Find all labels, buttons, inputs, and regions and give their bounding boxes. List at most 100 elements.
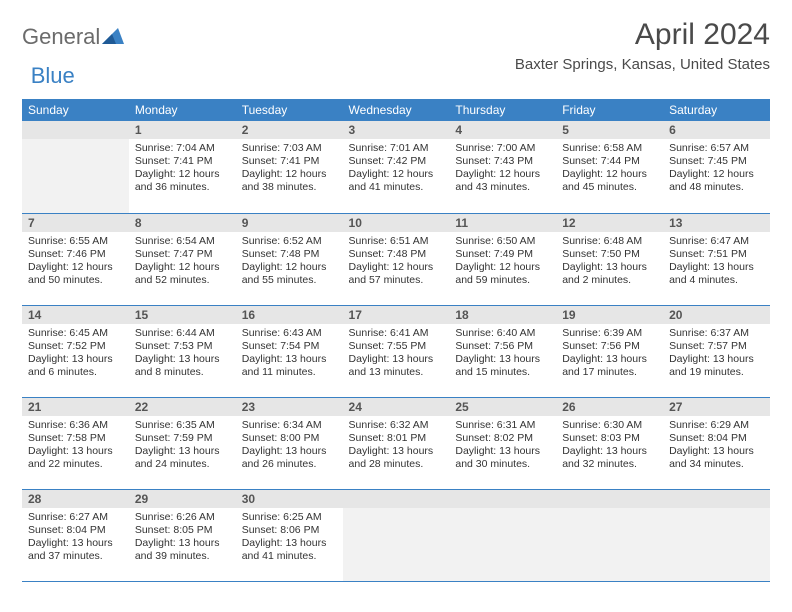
daylight1-text: Daylight: 13 hours — [562, 445, 657, 458]
cell-body — [343, 508, 450, 513]
cell-body: Sunrise: 6:31 AMSunset: 8:02 PMDaylight:… — [449, 416, 556, 474]
calendar-cell: 27Sunrise: 6:29 AMSunset: 8:04 PMDayligh… — [663, 397, 770, 489]
weekday-header: Tuesday — [236, 99, 343, 121]
day-number: 3 — [343, 121, 450, 139]
sunset-text: Sunset: 7:57 PM — [669, 340, 764, 353]
day-number: 26 — [556, 398, 663, 416]
daylight2-text: and 59 minutes. — [455, 274, 550, 287]
sunrise-text: Sunrise: 6:58 AM — [562, 142, 657, 155]
daylight2-text: and 50 minutes. — [28, 274, 123, 287]
daylight1-text: Daylight: 13 hours — [349, 445, 444, 458]
weekday-header-row: Sunday Monday Tuesday Wednesday Thursday… — [22, 99, 770, 121]
day-number: 19 — [556, 306, 663, 324]
daylight1-text: Daylight: 12 hours — [349, 261, 444, 274]
daylight2-text: and 28 minutes. — [349, 458, 444, 471]
cell-body: Sunrise: 6:48 AMSunset: 7:50 PMDaylight:… — [556, 232, 663, 290]
day-number: 20 — [663, 306, 770, 324]
day-number: 16 — [236, 306, 343, 324]
cell-body — [449, 508, 556, 513]
daylight2-text: and 15 minutes. — [455, 366, 550, 379]
day-number — [663, 490, 770, 508]
day-number: 18 — [449, 306, 556, 324]
cell-body: Sunrise: 6:41 AMSunset: 7:55 PMDaylight:… — [343, 324, 450, 382]
sunrise-text: Sunrise: 6:55 AM — [28, 235, 123, 248]
cell-body: Sunrise: 6:43 AMSunset: 7:54 PMDaylight:… — [236, 324, 343, 382]
daylight1-text: Daylight: 13 hours — [135, 445, 230, 458]
sunrise-text: Sunrise: 6:50 AM — [455, 235, 550, 248]
calendar-cell: 7Sunrise: 6:55 AMSunset: 7:46 PMDaylight… — [22, 213, 129, 305]
weekday-header: Friday — [556, 99, 663, 121]
cell-body — [663, 508, 770, 513]
daylight1-text: Daylight: 12 hours — [455, 168, 550, 181]
cell-body: Sunrise: 6:36 AMSunset: 7:58 PMDaylight:… — [22, 416, 129, 474]
calendar-table: Sunday Monday Tuesday Wednesday Thursday… — [22, 99, 770, 582]
daylight2-text: and 24 minutes. — [135, 458, 230, 471]
sunrise-text: Sunrise: 6:47 AM — [669, 235, 764, 248]
calendar-cell: 28Sunrise: 6:27 AMSunset: 8:04 PMDayligh… — [22, 489, 129, 581]
day-number: 5 — [556, 121, 663, 139]
day-number: 11 — [449, 214, 556, 232]
month-title: April 2024 — [515, 18, 770, 52]
daylight1-text: Daylight: 13 hours — [28, 353, 123, 366]
daylight1-text: Daylight: 13 hours — [135, 353, 230, 366]
calendar-cell: 12Sunrise: 6:48 AMSunset: 7:50 PMDayligh… — [556, 213, 663, 305]
sunset-text: Sunset: 7:56 PM — [455, 340, 550, 353]
daylight2-text: and 11 minutes. — [242, 366, 337, 379]
calendar-cell: 22Sunrise: 6:35 AMSunset: 7:59 PMDayligh… — [129, 397, 236, 489]
sunset-text: Sunset: 8:04 PM — [28, 524, 123, 537]
daylight1-text: Daylight: 12 hours — [28, 261, 123, 274]
day-number: 15 — [129, 306, 236, 324]
sunrise-text: Sunrise: 6:27 AM — [28, 511, 123, 524]
calendar-cell: 14 Sunrise: 6:45 AMSunset: 7:52 PMDayligh… — [22, 305, 129, 397]
sunrise-text: Sunrise: 6:52 AM — [242, 235, 337, 248]
daylight1-text: Daylight: 13 hours — [562, 261, 657, 274]
sunrise-text: Sunrise: 6:45 AM — [28, 327, 123, 340]
cell-body: Sunrise: 6:47 AMSunset: 7:51 PMDaylight:… — [663, 232, 770, 290]
daylight1-text: Daylight: 13 hours — [28, 445, 123, 458]
cell-body: Sunrise: 6:39 AMSunset: 7:56 PMDaylight:… — [556, 324, 663, 382]
day-number: 14 — [22, 306, 129, 324]
sunset-text: Sunset: 8:00 PM — [242, 432, 337, 445]
calendar-cell: 4Sunrise: 7:00 AMSunset: 7:43 PMDaylight… — [449, 121, 556, 213]
cell-body: Sunrise: 6:26 AMSunset: 8:05 PMDaylight:… — [129, 508, 236, 566]
cell-body: Sunrise: 6:30 AMSunset: 8:03 PMDaylight:… — [556, 416, 663, 474]
calendar-week-row: 21Sunrise: 6:36 AMSunset: 7:58 PMDayligh… — [22, 397, 770, 489]
daylight2-text: and 17 minutes. — [562, 366, 657, 379]
daylight2-text: and 4 minutes. — [669, 274, 764, 287]
sunset-text: Sunset: 7:41 PM — [135, 155, 230, 168]
calendar-cell: 5Sunrise: 6:58 AMSunset: 7:44 PMDaylight… — [556, 121, 663, 213]
cell-body: Sunrise: 6:51 AMSunset: 7:48 PMDaylight:… — [343, 232, 450, 290]
cell-body: Sunrise: 6:40 AMSunset: 7:56 PMDaylight:… — [449, 324, 556, 382]
daylight2-text: and 48 minutes. — [669, 181, 764, 194]
daylight2-text: and 26 minutes. — [242, 458, 337, 471]
calendar-cell: 11Sunrise: 6:50 AMSunset: 7:49 PMDayligh… — [449, 213, 556, 305]
daylight2-text: and 55 minutes. — [242, 274, 337, 287]
day-number: 6 — [663, 121, 770, 139]
daylight1-text: Daylight: 13 hours — [455, 353, 550, 366]
logo-text-general: General — [22, 24, 100, 50]
daylight1-text: Daylight: 13 hours — [242, 445, 337, 458]
day-number — [556, 490, 663, 508]
daylight2-text: and 36 minutes. — [135, 181, 230, 194]
calendar-cell: 21Sunrise: 6:36 AMSunset: 7:58 PMDayligh… — [22, 397, 129, 489]
sunrise-text: Sunrise: 6:30 AM — [562, 419, 657, 432]
day-number: 10 — [343, 214, 450, 232]
sunset-text: Sunset: 7:41 PM — [242, 155, 337, 168]
cell-body: Sunrise: 6:50 AMSunset: 7:49 PMDaylight:… — [449, 232, 556, 290]
daylight1-text: Daylight: 12 hours — [242, 168, 337, 181]
daylight1-text: Daylight: 13 hours — [349, 353, 444, 366]
day-number: 2 — [236, 121, 343, 139]
daylight2-text: and 34 minutes. — [669, 458, 764, 471]
cell-body: Sunrise: 6:32 AMSunset: 8:01 PMDaylight:… — [343, 416, 450, 474]
sunset-text: Sunset: 7:55 PM — [349, 340, 444, 353]
sunrise-text: Sunrise: 6:35 AM — [135, 419, 230, 432]
sunrise-text: Sunrise: 6:40 AM — [455, 327, 550, 340]
sunset-text: Sunset: 7:52 PM — [28, 340, 123, 353]
title-block: April 2024 Baxter Springs, Kansas, Unite… — [515, 18, 770, 73]
day-number — [449, 490, 556, 508]
sunset-text: Sunset: 8:04 PM — [669, 432, 764, 445]
day-number: 9 — [236, 214, 343, 232]
sunset-text: Sunset: 7:54 PM — [242, 340, 337, 353]
day-number: 23 — [236, 398, 343, 416]
sunset-text: Sunset: 7:44 PM — [562, 155, 657, 168]
